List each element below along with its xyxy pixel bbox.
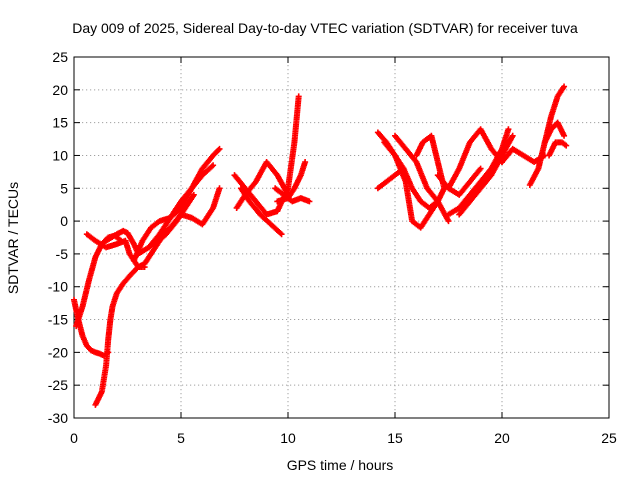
data-point [302, 159, 309, 166]
data-point [277, 230, 284, 237]
x-tick-label-3: 15 [387, 430, 403, 446]
chart-title: Day 009 of 2025, Sidereal Day-to-day VTE… [72, 20, 578, 36]
y-tick-label-5: -5 [56, 246, 69, 262]
data-points [71, 83, 570, 408]
y-tick-label-11: 25 [52, 49, 68, 65]
data-point [306, 198, 313, 205]
data-point [190, 191, 197, 198]
data-point [216, 185, 223, 192]
data-point [561, 83, 568, 90]
y-tick-label-0: -30 [48, 410, 68, 426]
series-track-11 [233, 159, 291, 211]
series-track-19 [374, 165, 407, 192]
data-point [563, 142, 570, 149]
y-tick-label-4: -10 [48, 279, 68, 295]
y-tick-label-6: 0 [60, 213, 68, 229]
x-tick-label-5: 25 [601, 430, 617, 446]
data-point [400, 165, 407, 172]
data-point [477, 165, 484, 172]
series-track-12 [237, 185, 285, 238]
data-point [208, 163, 215, 170]
data-point [445, 218, 452, 225]
x-tick-label-4: 20 [494, 430, 510, 446]
x-axis-label: GPS time / hours [287, 457, 394, 473]
data-point [505, 126, 512, 133]
series-track-17 [392, 132, 452, 225]
x-tick-label-2: 10 [280, 430, 296, 446]
plot-frame [73, 56, 610, 419]
data-point [295, 93, 302, 100]
data-point [216, 145, 223, 152]
y-tick-label-8: 10 [52, 147, 68, 163]
x-tick-label-0: 0 [70, 430, 78, 446]
series-track-16 [381, 139, 448, 231]
data-point [210, 162, 217, 169]
series-track-23 [434, 165, 484, 198]
data-point [215, 146, 222, 153]
series-track-21 [445, 126, 505, 192]
data-point [509, 132, 516, 139]
y-tick-label-7: 5 [60, 180, 68, 196]
data-point [561, 132, 568, 139]
y-axis-label: SDTVAR / TECUs [5, 182, 21, 294]
y-tick-label-1: -25 [48, 377, 68, 393]
axis-ticks: 0 5 10 15 20 25 -30 -25 -20 -15 -10 -5 0 5 10 15 20 25 [48, 49, 617, 446]
y-tick-label-10: 20 [52, 82, 68, 98]
series-track-26 [541, 119, 568, 146]
series-track-27 [546, 139, 570, 159]
y-tick-label-2: -20 [48, 344, 68, 360]
y-tick-label-9: 15 [52, 115, 68, 131]
y-tick-label-3: -15 [48, 312, 68, 328]
series-track-14 [272, 185, 313, 205]
series-track-3 [92, 264, 148, 408]
x-tick-label-1: 5 [177, 430, 185, 446]
series-track-9 [152, 191, 197, 248]
data-point [278, 231, 285, 238]
series-track-22 [456, 132, 516, 218]
series-track-1 [71, 296, 112, 359]
